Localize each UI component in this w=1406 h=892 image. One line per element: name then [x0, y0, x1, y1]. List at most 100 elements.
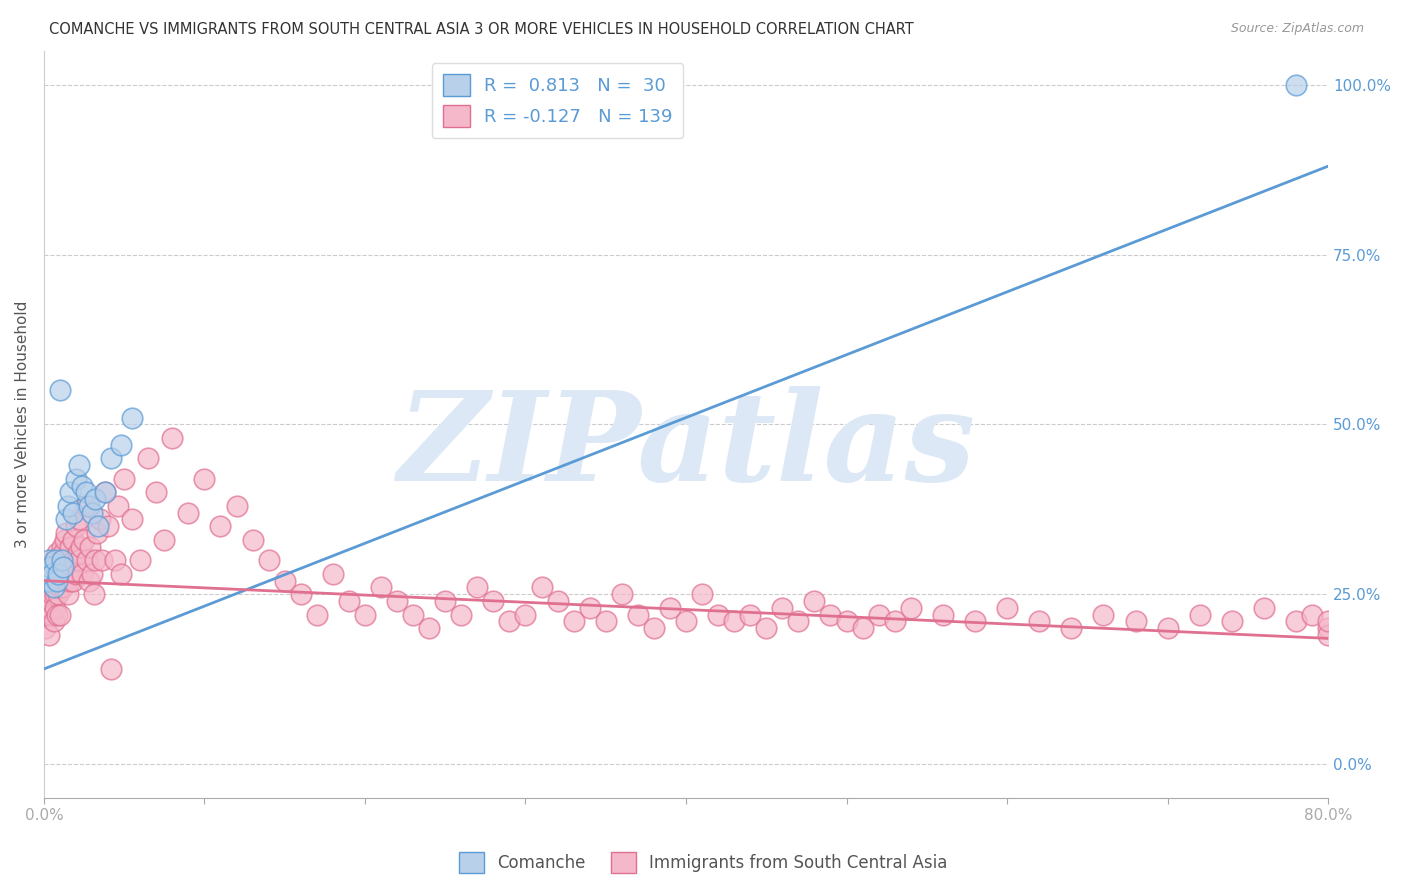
Point: [55, 512, 77, 526]
Text: ZIPatlas: ZIPatlas: [396, 386, 974, 508]
Point: [498, 615, 520, 629]
Point: [354, 607, 377, 622]
Point: [72, 566, 94, 581]
Point: [75, 485, 97, 500]
Point: [1317, 621, 1340, 635]
Point: [627, 607, 650, 622]
Point: [65, 519, 87, 533]
Point: [49, 384, 72, 398]
Point: [145, 485, 167, 500]
Point: [740, 607, 762, 622]
Point: [100, 662, 122, 676]
Point: [46, 587, 69, 601]
Point: [51, 540, 73, 554]
Point: [803, 594, 825, 608]
Point: [80, 506, 103, 520]
Point: [65, 566, 87, 581]
Point: [136, 451, 159, 466]
Point: [73, 533, 96, 547]
Point: [35, 607, 58, 622]
Point: [820, 607, 842, 622]
Point: [39, 581, 62, 595]
Point: [41, 566, 63, 581]
Point: [755, 621, 778, 635]
Point: [67, 553, 90, 567]
Point: [38, 553, 60, 567]
Legend: R =  0.813   N =  30, R = -0.127   N = 139: R = 0.813 N = 30, R = -0.127 N = 139: [432, 63, 683, 138]
Point: [162, 431, 184, 445]
Point: [62, 506, 84, 520]
Point: [97, 519, 120, 533]
Point: [49, 560, 72, 574]
Point: [41, 607, 63, 622]
Point: [38, 594, 60, 608]
Text: COMANCHE VS IMMIGRANTS FROM SOUTH CENTRAL ASIA 3 OR MORE VEHICLES IN HOUSEHOLD C: COMANCHE VS IMMIGRANTS FROM SOUTH CENTRA…: [49, 22, 914, 37]
Point: [67, 512, 90, 526]
Point: [1060, 621, 1083, 635]
Point: [1285, 78, 1308, 92]
Point: [84, 492, 107, 507]
Point: [75, 499, 97, 513]
Point: [305, 607, 328, 622]
Point: [110, 438, 132, 452]
Point: [45, 546, 67, 560]
Point: [465, 581, 488, 595]
Point: [58, 574, 80, 588]
Point: [79, 540, 101, 554]
Point: [193, 472, 215, 486]
Point: [290, 587, 312, 601]
Point: [402, 607, 425, 622]
Point: [1220, 615, 1243, 629]
Point: [770, 600, 793, 615]
Point: [66, 546, 89, 560]
Point: [45, 574, 67, 588]
Point: [450, 607, 472, 622]
Point: [76, 553, 98, 567]
Point: [34, 621, 56, 635]
Point: [94, 485, 117, 500]
Point: [41, 566, 63, 581]
Point: [53, 566, 76, 581]
Point: [38, 566, 60, 581]
Point: [44, 600, 66, 615]
Point: [58, 485, 80, 500]
Point: [547, 594, 569, 608]
Point: [89, 512, 111, 526]
Point: [1188, 607, 1211, 622]
Point: [1253, 600, 1275, 615]
Point: [52, 546, 75, 560]
Point: [42, 615, 65, 629]
Point: [46, 566, 69, 581]
Point: [49, 581, 72, 595]
Point: [153, 533, 176, 547]
Point: [52, 581, 75, 595]
Text: Source: ZipAtlas.com: Source: ZipAtlas.com: [1230, 22, 1364, 36]
Point: [112, 472, 135, 486]
Point: [62, 533, 84, 547]
Point: [675, 615, 697, 629]
Point: [67, 458, 90, 472]
Point: [242, 533, 264, 547]
Point: [51, 553, 73, 567]
Point: [900, 600, 922, 615]
Point: [35, 574, 58, 588]
Point: [995, 600, 1018, 615]
Point: [1092, 607, 1115, 622]
Point: [62, 574, 84, 588]
Point: [56, 587, 79, 601]
Point: [107, 499, 129, 513]
Point: [835, 615, 858, 629]
Point: [86, 526, 108, 541]
Point: [63, 553, 86, 567]
Point: [434, 594, 457, 608]
Point: [103, 553, 125, 567]
Legend: Comanche, Immigrants from South Central Asia: Comanche, Immigrants from South Central …: [453, 846, 953, 880]
Point: [337, 594, 360, 608]
Point: [578, 600, 600, 615]
Point: [42, 581, 65, 595]
Point: [121, 512, 143, 526]
Point: [385, 594, 408, 608]
Point: [418, 621, 440, 635]
Point: [787, 615, 810, 629]
Point: [595, 615, 617, 629]
